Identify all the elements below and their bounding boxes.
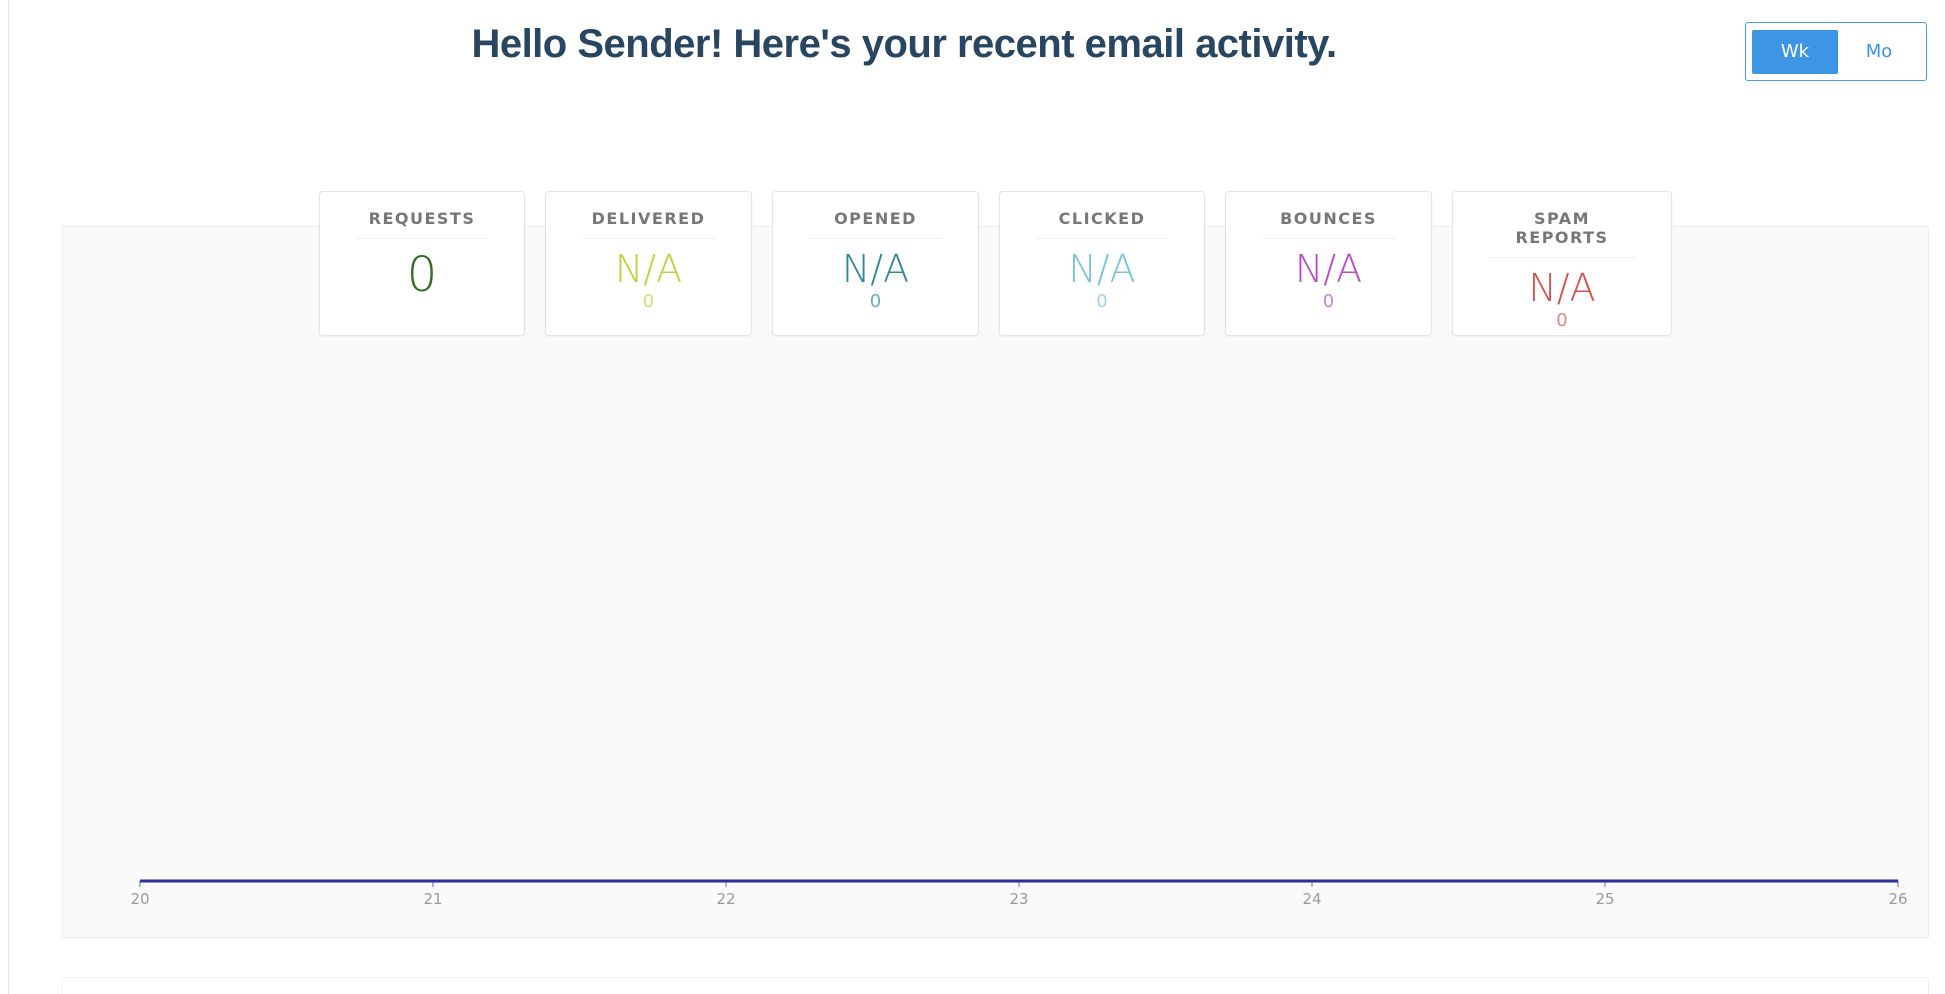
stat-label: BOUNCES (1262, 209, 1395, 239)
week-button[interactable]: Wk (1752, 30, 1838, 74)
x-tick-label: 23 (1009, 890, 1028, 908)
x-tick-label: 20 (130, 890, 149, 908)
x-tick-label: 22 (716, 890, 735, 908)
period-toggle: Wk Mo (1745, 22, 1927, 81)
stat-value: N/A (841, 247, 910, 291)
stat-card: REQUESTS 0 (319, 191, 525, 336)
stat-label: DELIVERED (582, 209, 715, 239)
stat-value: N/A (1294, 247, 1363, 291)
stat-card: OPENED N/A 0 (772, 191, 979, 336)
chart-panel (62, 226, 1929, 938)
stat-count: 0 (1556, 310, 1568, 331)
x-tick-label: 21 (423, 890, 442, 908)
stat-label: REQUESTS (356, 209, 488, 239)
stat-card: CLICKED N/A 0 (999, 191, 1205, 336)
stat-label: OPENED (809, 209, 942, 239)
stat-value: N/A (614, 247, 683, 291)
stat-value: 0 (406, 247, 438, 303)
stat-count: 0 (1322, 291, 1335, 312)
month-button[interactable]: Mo (1865, 41, 1893, 62)
stat-count: 0 (1096, 291, 1108, 312)
stat-label: SPAM REPORTS (1489, 209, 1635, 258)
stat-value: N/A (1068, 247, 1136, 291)
x-tick-label: 26 (1888, 890, 1907, 908)
x-tick-label: 24 (1302, 890, 1321, 908)
lower-panel (62, 977, 1929, 994)
stat-value: N/A (1528, 266, 1596, 310)
stat-count: 0 (642, 291, 655, 312)
sidebar-edge (8, 0, 9, 994)
x-tick-label: 25 (1595, 890, 1614, 908)
stat-label: CLICKED (1036, 209, 1168, 239)
page-title: Hello Sender! Here's your recent email a… (471, 22, 1337, 66)
stat-card: SPAM REPORTS N/A 0 (1452, 191, 1672, 336)
stat-card: DELIVERED N/A 0 (545, 191, 752, 336)
stat-card: BOUNCES N/A 0 (1225, 191, 1432, 336)
stat-count: 0 (869, 291, 882, 312)
